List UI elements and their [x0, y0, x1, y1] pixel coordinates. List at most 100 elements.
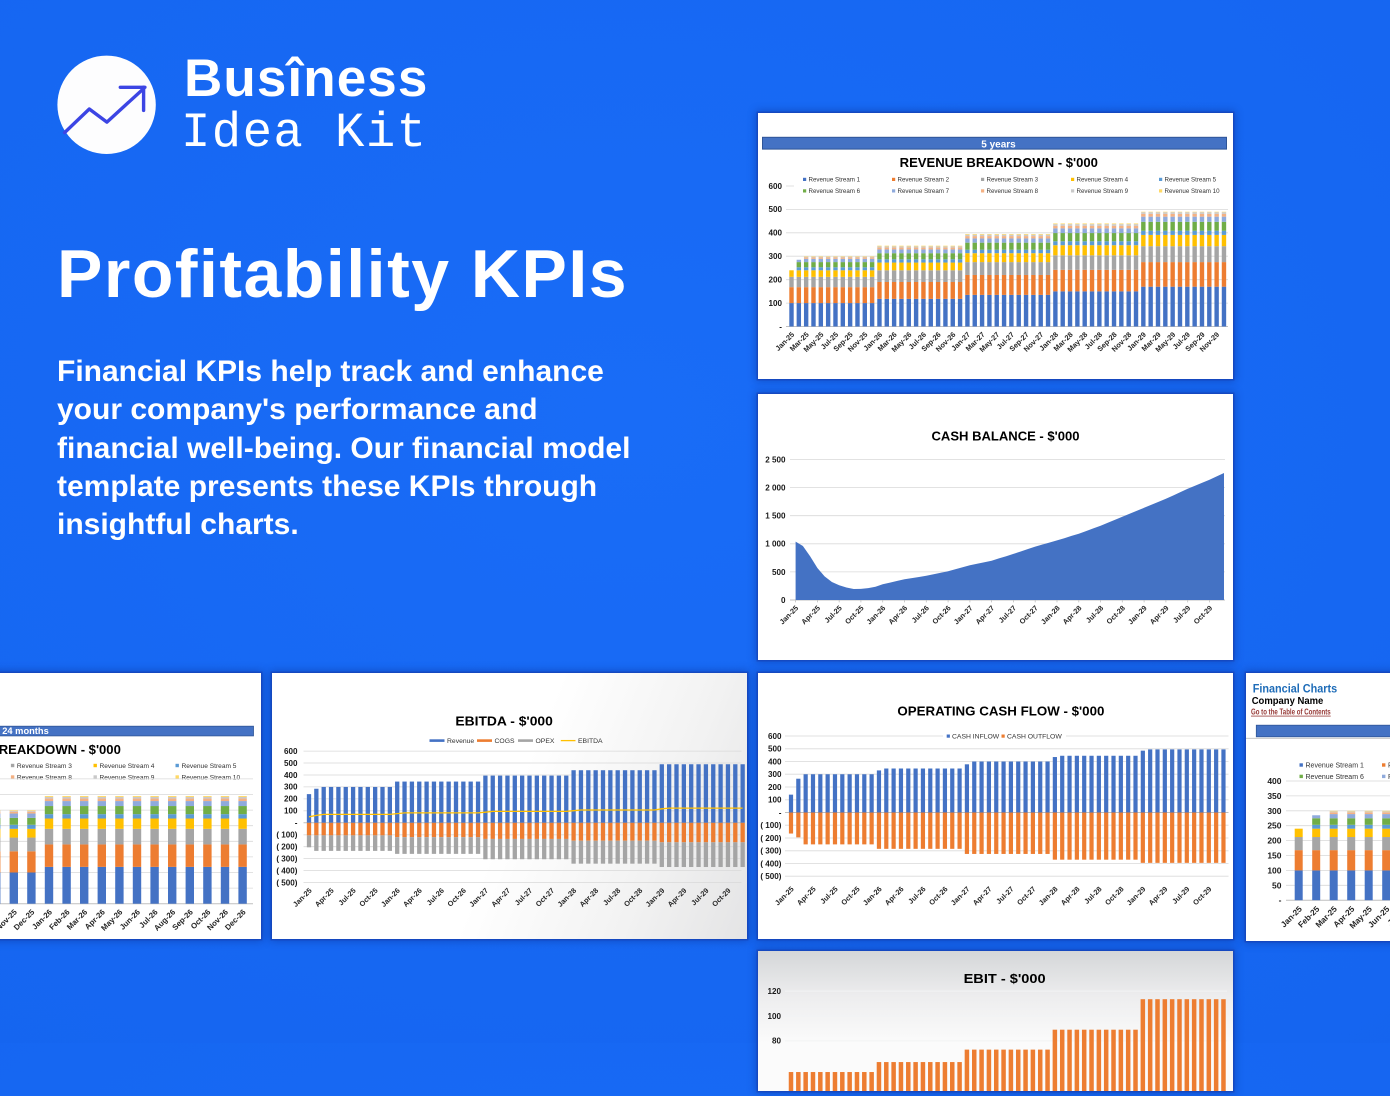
svg-text:Jul-28: Jul-28: [1084, 603, 1105, 624]
svg-text:Jul-29: Jul-29: [689, 886, 710, 907]
svg-text:Revenue Stream 1: Revenue Stream 1: [1306, 762, 1364, 769]
svg-text:100: 100: [283, 806, 297, 815]
svg-text:Jan-27: Jan-27: [467, 886, 490, 909]
svg-text:Revenue Stream 3: Revenue Stream 3: [17, 762, 72, 769]
svg-text:Jul-29: Jul-29: [1171, 603, 1192, 624]
svg-text:( 200): ( 200): [760, 833, 781, 842]
svg-text:EBITDA - $'000: EBITDA - $'000: [455, 713, 552, 728]
svg-text:Revenue Stream 10: Revenue Stream 10: [1165, 188, 1221, 195]
svg-text:100: 100: [767, 1011, 781, 1020]
svg-text:Oct-25: Oct-25: [839, 884, 861, 906]
svg-text:Jul-25: Jul-25: [823, 603, 844, 624]
svg-text:600: 600: [768, 181, 782, 190]
svg-text:OPEX: OPEX: [535, 738, 554, 745]
svg-text:50: 50: [1272, 880, 1282, 890]
svg-text:Revenue Stream 8: Revenue Stream 8: [987, 188, 1039, 195]
svg-text:( 400): ( 400): [760, 859, 781, 868]
svg-text:500: 500: [768, 744, 782, 753]
svg-text:Revenue: Revenue: [447, 738, 474, 745]
svg-text:Revenue Stream 2: Revenue Stream 2: [898, 176, 950, 183]
svg-text:Apr-28: Apr-28: [1059, 884, 1082, 907]
svg-text:-: -: [779, 322, 782, 331]
svg-text:1 500: 1 500: [765, 511, 786, 520]
svg-text:400: 400: [1267, 776, 1281, 786]
svg-text:REVENUE BREAKDOWN - $'000: REVENUE BREAKDOWN - $'000: [0, 742, 121, 757]
svg-text:Oct-26: Oct-26: [445, 886, 467, 908]
svg-text:120: 120: [767, 986, 781, 995]
svg-text:( 300): ( 300): [276, 854, 297, 863]
svg-text:Jan-28: Jan-28: [1039, 603, 1062, 626]
svg-text:Apr-26: Apr-26: [401, 886, 424, 909]
svg-text:EBITDA: EBITDA: [578, 738, 603, 745]
svg-text:100: 100: [1267, 865, 1281, 875]
svg-text:600: 600: [283, 746, 297, 755]
svg-text:Jan-25: Jan-25: [777, 603, 800, 626]
svg-text:300: 300: [768, 252, 782, 261]
svg-text:( 400): ( 400): [276, 866, 297, 875]
svg-text:Revenue Stream 6: Revenue Stream 6: [1306, 774, 1364, 781]
svg-text:80: 80: [772, 1036, 782, 1045]
svg-text:( 100): ( 100): [760, 821, 781, 830]
svg-text:Jan-28: Jan-28: [1037, 884, 1060, 907]
svg-text:Revenue Stream 8: Revenue Stream 8: [17, 774, 72, 781]
svg-text:Jul-25: Jul-25: [336, 886, 357, 907]
svg-text:2 000: 2 000: [765, 483, 786, 492]
svg-text:CASH INFLOW: CASH INFLOW: [952, 733, 1000, 740]
svg-text:Jan-29: Jan-29: [1126, 603, 1149, 626]
svg-text:5 years: 5 years: [981, 139, 1016, 150]
svg-text:Apr-27: Apr-27: [971, 884, 994, 907]
svg-text:100: 100: [768, 298, 782, 307]
svg-text:Jul-25: Jul-25: [818, 884, 839, 905]
svg-text:Apr-25: Apr-25: [312, 886, 335, 909]
svg-text:Revenue Stream 5: Revenue Stream 5: [1165, 176, 1217, 183]
svg-text:EBIT - $'000: EBIT - $'000: [964, 971, 1046, 986]
svg-text:Oct-28: Oct-28: [1103, 884, 1125, 906]
svg-text:Jan-26: Jan-26: [379, 886, 402, 909]
svg-text:Revenue Stream 9: Revenue Stream 9: [1077, 188, 1129, 195]
svg-text:Oct-27: Oct-27: [1017, 603, 1039, 625]
svg-text:200: 200: [1267, 835, 1281, 845]
svg-text:Apr-27: Apr-27: [489, 886, 512, 909]
svg-text:-: -: [294, 818, 297, 827]
svg-text:400: 400: [283, 770, 297, 779]
svg-text:( 500): ( 500): [276, 878, 297, 887]
svg-text:Jul-27: Jul-27: [512, 886, 533, 907]
svg-text:Jan-26: Jan-26: [865, 603, 888, 626]
svg-text:Jan-26: Jan-26: [861, 884, 884, 907]
svg-text:Revenue Stream 10: Revenue Stream 10: [182, 774, 241, 781]
svg-text:Oct-28: Oct-28: [621, 886, 643, 908]
svg-text:Oct-25: Oct-25: [357, 886, 379, 908]
svg-text:Apr-28: Apr-28: [1061, 603, 1084, 626]
svg-text:( 100): ( 100): [276, 830, 297, 839]
svg-text:Jan-25: Jan-25: [290, 886, 313, 909]
svg-text:Apr-29: Apr-29: [1148, 603, 1171, 626]
svg-text:0: 0: [781, 595, 786, 604]
svg-text:Jun-26: Jun-26: [118, 907, 143, 932]
svg-text:OPERATING CASH FLOW - $'000: OPERATING CASH FLOW - $'000: [897, 703, 1104, 718]
svg-text:200: 200: [768, 275, 782, 284]
svg-text:600: 600: [768, 731, 782, 740]
svg-text:300: 300: [1267, 805, 1281, 815]
svg-text:Go to the Table of Contents: Go to the Table of Contents: [1251, 707, 1331, 716]
svg-text:Apr-27: Apr-27: [973, 603, 996, 626]
svg-text:Oct-26: Oct-26: [927, 884, 949, 906]
svg-text:Financial Charts: Financial Charts: [1253, 683, 1338, 695]
svg-text:Apr-26: Apr-26: [883, 884, 906, 907]
svg-text:( 500): ( 500): [760, 872, 781, 881]
svg-text:24 months: 24 months: [2, 725, 49, 735]
svg-text:350: 350: [1267, 790, 1281, 800]
svg-text:Revenue Stream 6: Revenue Stream 6: [809, 188, 861, 195]
svg-text:Jan-27: Jan-27: [949, 884, 972, 907]
svg-text:250: 250: [1267, 820, 1281, 830]
svg-text:Oct-29: Oct-29: [1191, 884, 1213, 906]
svg-text:400: 400: [768, 757, 782, 766]
svg-text:Revenue Stream 3: Revenue Stream 3: [987, 176, 1039, 183]
svg-text:Oct-27: Oct-27: [533, 886, 555, 908]
svg-text:Revenue Stream 5: Revenue Stream 5: [182, 762, 237, 769]
svg-text:Oct-25: Oct-25: [843, 603, 865, 625]
svg-text:Jul-27: Jul-27: [997, 603, 1018, 624]
svg-text:Revenue Stream 4: Revenue Stream 4: [1077, 176, 1129, 183]
svg-text:100: 100: [768, 795, 782, 804]
svg-text:Revenue Stream 4: Revenue Stream 4: [100, 762, 155, 769]
svg-text:500: 500: [772, 567, 786, 576]
